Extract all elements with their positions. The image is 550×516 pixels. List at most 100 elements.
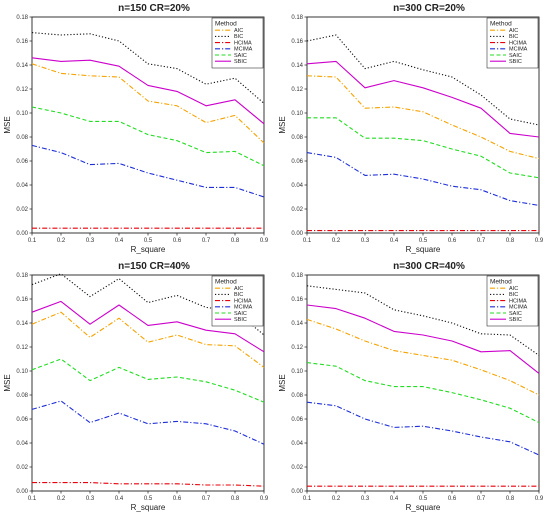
x-axis-label: R_square: [131, 503, 166, 512]
x-tick-label: 0.8: [506, 496, 515, 502]
legend-item-hcima: HCIMA: [509, 40, 527, 46]
y-tick-label: 0.04: [16, 441, 28, 447]
x-tick-label: 0.7: [202, 238, 211, 244]
y-tick-label: 0.04: [291, 183, 303, 189]
legend-item-mcima: MCIMA: [509, 47, 528, 53]
x-tick-label: 0.9: [260, 496, 269, 502]
series-line-aic: [306, 318, 540, 396]
legend-title: Method: [215, 279, 237, 286]
x-tick-label: 0.3: [361, 496, 370, 502]
y-tick-label: 0.14: [16, 63, 28, 69]
x-tick-label: 0.2: [57, 496, 66, 502]
x-tick-label: 0.2: [332, 238, 341, 244]
y-tick-label: 0.08: [291, 135, 303, 141]
legend-item-sbic: SBIC: [234, 59, 247, 65]
y-tick-label: 0.14: [291, 321, 303, 327]
y-tick-label: 0.06: [291, 417, 303, 423]
series-line-saic: [306, 362, 540, 424]
series-line-bic: [31, 32, 265, 104]
y-tick-label: 0.12: [291, 345, 303, 351]
y-tick-label: 0.16: [291, 297, 303, 303]
y-tick-label: 0.02: [16, 465, 28, 471]
legend-item-bic: BIC: [509, 292, 518, 298]
x-tick-label: 0.9: [535, 496, 544, 502]
y-tick-label: 0.06: [16, 159, 28, 165]
y-tick-label: 0.18: [16, 15, 28, 21]
x-tick-label: 0.9: [535, 238, 544, 244]
series-line-hcima: [32, 482, 265, 487]
y-tick-label: 0.00: [291, 231, 303, 237]
legend-item-aic: AIC: [234, 286, 243, 292]
y-tick-label: 0.08: [291, 393, 303, 399]
series-line-aic: [306, 75, 540, 160]
chart-title: n=150 CR=40%: [118, 261, 190, 272]
chart-panel-3: n=150 CR=40% 0.00 0.02 0.04 0.06 0.08 0.10 0.12…: [3, 261, 269, 512]
legend-item-saic: SAIC: [509, 53, 522, 59]
legend-item-mcima: MCIMA: [234, 47, 253, 53]
x-tick-label: 0.1: [28, 496, 37, 502]
y-tick-label: 0.10: [16, 111, 28, 117]
y-tick-label: 0.00: [16, 231, 28, 237]
y-tick-label: 0.06: [16, 417, 28, 423]
legend-title: Method: [490, 21, 512, 28]
legend-item-mcima: MCIMA: [234, 305, 253, 311]
y-tick-label: 0.14: [16, 321, 28, 327]
x-tick-label: 0.3: [86, 238, 95, 244]
x-tick-label: 0.6: [448, 238, 457, 244]
x-tick-label: 0.4: [115, 238, 124, 244]
y-tick-label: 0.04: [291, 441, 303, 447]
x-axis-label: R_square: [406, 503, 441, 512]
y-tick-label: 0.16: [16, 39, 28, 45]
chart-title: n=300 CR=20%: [393, 3, 465, 14]
x-tick-label: 0.5: [144, 496, 153, 502]
x-tick-label: 0.7: [202, 496, 211, 502]
legend-item-mcima: MCIMA: [509, 305, 528, 311]
y-tick-label: 0.18: [16, 273, 28, 279]
chart-title: n=150 CR=20%: [118, 3, 190, 14]
y-tick-label: 0.18: [291, 273, 303, 279]
legend-box: [211, 275, 264, 327]
legend-item-bic: BIC: [234, 292, 243, 298]
x-tick-label: 0.6: [173, 496, 182, 502]
x-tick-label: 0.8: [231, 238, 240, 244]
legend-title: Method: [215, 21, 237, 28]
y-axis-label: MSE: [278, 374, 287, 391]
x-tick-label: 0.1: [28, 238, 37, 244]
legend-item-sbic: SBIC: [509, 317, 522, 323]
legend-item-aic: AIC: [234, 28, 243, 34]
series-line-bic: [306, 285, 540, 356]
y-tick-label: 0.04: [16, 183, 28, 189]
x-tick-label: 0.3: [86, 496, 95, 502]
y-tick-label: 0.12: [16, 345, 28, 351]
chart-panel-4: n=300 CR=40% 0.00 0.02 0.04 0.06 0.08 0.10 0.12…: [278, 261, 544, 512]
y-tick-label: 0.16: [16, 297, 28, 303]
series-line-saic: [31, 106, 265, 167]
series-line-saic: [307, 117, 540, 179]
series-line-aic: [31, 311, 265, 368]
legend-item-sbic: SBIC: [234, 317, 247, 323]
x-tick-label: 0.5: [419, 496, 428, 502]
y-tick-label: 0.02: [291, 207, 303, 213]
y-axis-label: MSE: [3, 374, 12, 391]
x-tick-label: 0.2: [57, 238, 66, 244]
series-line-mcima: [306, 152, 540, 206]
y-tick-label: 0.14: [291, 63, 303, 69]
x-tick-label: 0.5: [144, 238, 153, 244]
x-tick-label: 0.6: [173, 238, 182, 244]
series-line-sbic: [306, 60, 540, 138]
y-axis-label: MSE: [3, 116, 12, 133]
series-line-sbic: [31, 300, 265, 353]
x-axis-label: R_square: [131, 245, 166, 254]
x-tick-label: 0.1: [303, 496, 312, 502]
y-tick-label: 0.18: [291, 15, 303, 21]
x-tick-label: 0.3: [361, 238, 370, 244]
legend-item-sbic: SBIC: [509, 59, 522, 65]
series-line-sbic: [31, 57, 265, 125]
x-tick-label: 0.1: [303, 238, 312, 244]
series-line-mcima: [31, 144, 265, 198]
